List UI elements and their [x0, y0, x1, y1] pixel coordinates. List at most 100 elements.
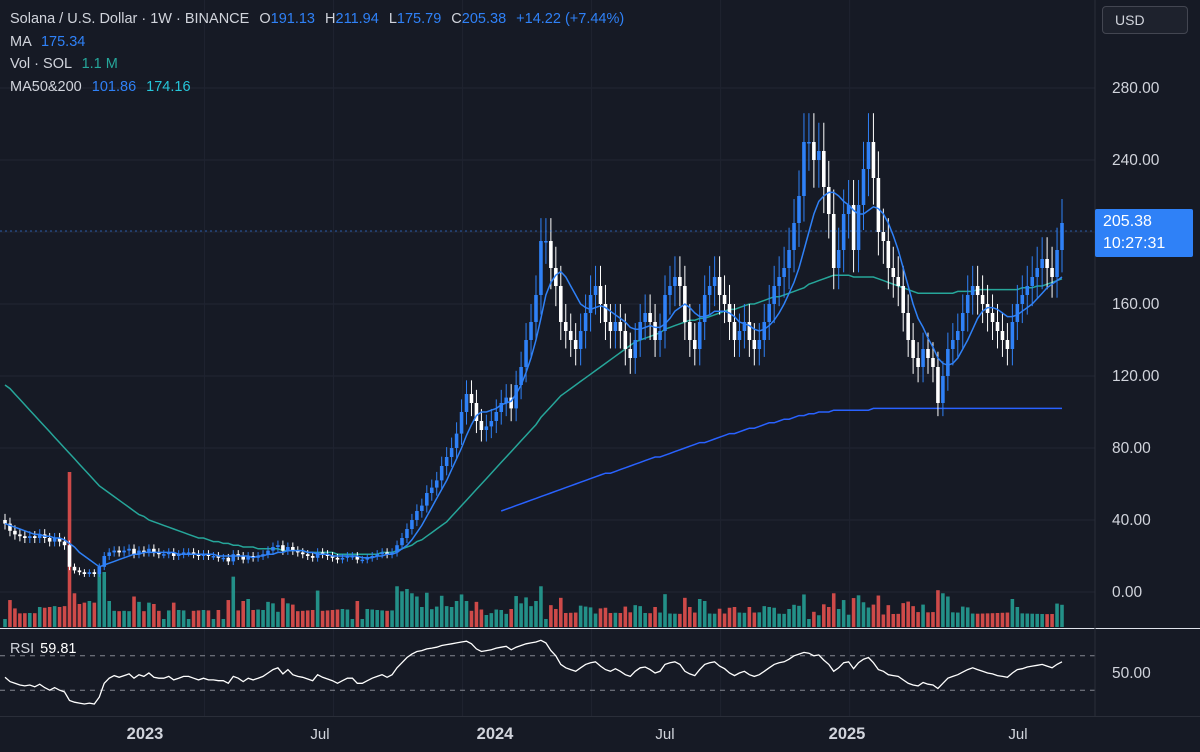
volume-bar — [72, 593, 77, 627]
candle-body — [196, 554, 201, 556]
grid-lines — [0, 0, 1095, 716]
volume-bar — [281, 598, 285, 627]
candle-body — [504, 397, 508, 403]
volume-bar — [439, 595, 444, 627]
candle-body — [355, 556, 360, 560]
candle-body — [951, 340, 955, 349]
volume-bar — [985, 613, 990, 627]
rsi-value: 59.81 — [40, 641, 77, 657]
candle-body — [201, 554, 206, 556]
volume-bar — [812, 611, 816, 627]
volume-bar — [613, 612, 618, 627]
volume-bar — [906, 601, 910, 627]
volume-bar — [8, 600, 12, 627]
volume-bar — [831, 593, 836, 627]
candle-body — [1025, 286, 1030, 295]
candle-body — [524, 340, 528, 367]
volume-bar — [206, 610, 211, 627]
candle-body — [335, 557, 340, 560]
open-label: O — [259, 11, 271, 27]
candle-body — [866, 142, 871, 169]
volume-bar — [737, 612, 742, 627]
rsi-legend[interactable]: RSI 59.81 — [10, 641, 76, 657]
y-tick-label: 80.00 — [1112, 440, 1151, 457]
candle-body — [563, 322, 568, 331]
candle-body — [484, 426, 489, 430]
candle-body — [181, 552, 186, 555]
candle-body — [1055, 250, 1059, 277]
candle-body — [911, 340, 915, 358]
volume-bar — [102, 572, 107, 627]
candle-body — [678, 277, 682, 286]
volume-bar — [1035, 613, 1039, 627]
volume-bar — [767, 607, 772, 627]
volume-bar — [92, 602, 97, 627]
candle-body — [137, 550, 141, 555]
volume-bar — [544, 619, 548, 627]
candle-body — [8, 523, 12, 531]
volume-bar — [807, 619, 811, 627]
candle-body — [385, 552, 389, 555]
candle-body — [539, 241, 543, 295]
candle-body — [444, 457, 449, 466]
volume-bar — [340, 609, 345, 627]
candle-body — [1030, 277, 1035, 286]
volume-bar — [360, 619, 365, 627]
legend-volume-row[interactable]: Vol · SOL 1.1 M — [10, 53, 624, 76]
candle-body — [221, 557, 226, 560]
candle-body — [87, 572, 92, 574]
ma-label: MA — [10, 33, 31, 50]
symbol-title[interactable]: Solana / U.S. Dollar · 1W · BINANCE — [10, 11, 250, 27]
ma-layer — [4, 191, 1063, 568]
volume-bar — [841, 600, 846, 627]
candle-body — [77, 570, 82, 573]
volume-bar — [836, 609, 841, 627]
volume-bar — [32, 613, 37, 627]
candle-body — [792, 223, 796, 250]
candle-body — [603, 304, 608, 322]
volume-bar — [216, 610, 221, 627]
volume-bar — [956, 612, 960, 627]
volume-bar — [1000, 612, 1005, 627]
candle-body — [757, 340, 762, 349]
volume-bar — [261, 610, 265, 627]
candle-body — [846, 205, 851, 214]
candle-body — [712, 277, 717, 286]
volume-bar — [201, 610, 206, 627]
candle-body — [663, 295, 667, 331]
volume-bar — [851, 598, 856, 627]
volume-bar — [355, 601, 360, 627]
volume-bar — [479, 609, 484, 627]
candle-body — [782, 268, 786, 277]
volume-bar — [62, 606, 67, 627]
change-value: +14.22 (+7.44%) — [516, 11, 625, 27]
volume-bar — [147, 602, 151, 627]
low-label: L — [388, 11, 397, 27]
volume-bar — [310, 610, 315, 627]
candle-body — [960, 313, 965, 331]
legend-ma50200-row[interactable]: MA50&200 101.86 174.16 — [10, 76, 624, 99]
candle-body — [28, 536, 32, 538]
volume-bar — [623, 606, 628, 627]
candle-body — [702, 295, 707, 322]
candle-body — [380, 552, 384, 555]
currency-button[interactable]: USD — [1102, 6, 1188, 34]
y-tick-label: 120.00 — [1112, 368, 1160, 385]
volume-bar — [941, 593, 945, 627]
candle-body — [836, 250, 841, 268]
candle-body — [643, 313, 647, 322]
volume-bar — [1025, 613, 1030, 627]
volume-bar — [1010, 599, 1015, 627]
volume-bar — [787, 609, 791, 627]
volume-bar — [1050, 614, 1054, 627]
candle-body — [330, 556, 335, 558]
candle-body — [72, 566, 77, 571]
volume-bar — [722, 613, 727, 627]
candle-body — [494, 412, 499, 421]
volume-bar — [926, 612, 930, 627]
candle-body — [946, 349, 950, 376]
legend-ma-row[interactable]: MA 175.34 — [10, 31, 624, 54]
candle-body — [941, 376, 945, 403]
volume-bar — [395, 586, 399, 627]
